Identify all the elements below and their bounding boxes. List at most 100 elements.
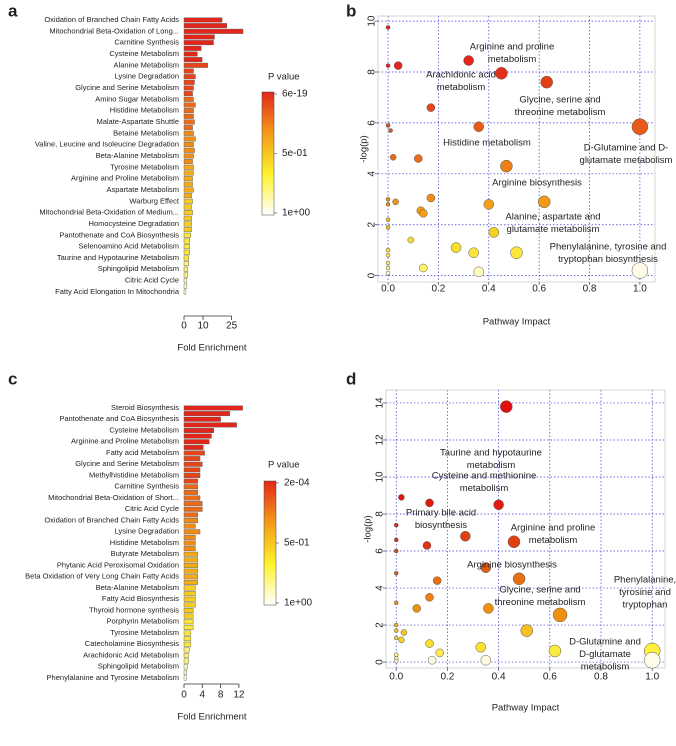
bar (183, 79, 195, 85)
category-label: Tyrosine Metabolism (110, 628, 179, 637)
point (500, 400, 513, 413)
y-tick-label: 8 (367, 69, 378, 75)
bar (183, 613, 194, 619)
bar (183, 557, 198, 563)
category-label: Tyrosine Metabolism (110, 162, 179, 171)
x-axis-title: Fold Enrichment (177, 712, 247, 723)
category-label: Mitochondrial Beta-Oxidation of Medium..… (39, 208, 179, 217)
point (537, 195, 551, 209)
category-label: Cysteine Metabolism (109, 49, 179, 58)
point (512, 572, 526, 586)
bar (183, 40, 214, 46)
point (460, 530, 471, 542)
point (520, 624, 534, 637)
colorbar-label: 6e-19 (282, 89, 308, 100)
x-axis-title: Fold Enrichment (177, 343, 247, 354)
bar (183, 57, 203, 63)
bar (183, 658, 189, 664)
category-label: Histidine Metabolism (110, 538, 179, 547)
bar (183, 422, 237, 428)
panel-letter: c (8, 369, 17, 388)
point (393, 537, 399, 543)
category-label: Carnitine Synthesis (114, 38, 179, 47)
bar (183, 602, 196, 608)
colorbar (263, 480, 277, 606)
point (385, 197, 391, 202)
annotation: metabolism (488, 54, 537, 65)
bar (183, 574, 198, 580)
category-label: Methylhistidine Metabolism (89, 470, 179, 479)
point (393, 652, 399, 657)
x-tick-label: 0.4 (492, 672, 506, 683)
annotation: metabolism (437, 82, 486, 93)
y-tick-label: 2 (375, 622, 386, 628)
bar (183, 187, 194, 193)
category-label: Taurine and Hypotaurine Metabolism (57, 253, 179, 262)
category-label: Beta Oxidation of Very Long Chain Fatty … (25, 572, 179, 581)
category-label: Betaine Metabolism (113, 128, 179, 137)
bar (183, 51, 198, 57)
x-axis-title: Pathway Impact (492, 703, 560, 714)
point (419, 209, 428, 218)
bar (183, 227, 192, 233)
category-label: Oxidation of Branched Chain Fatty Acids (44, 15, 179, 24)
point (385, 25, 391, 30)
bar (183, 467, 201, 473)
x-tick-label: 1.0 (645, 672, 659, 683)
point (500, 159, 513, 173)
x-tick-label: 0.6 (532, 284, 546, 295)
category-label: Citric Acid Cycle (125, 276, 179, 285)
point (495, 67, 508, 80)
bar (183, 478, 198, 484)
category-label: Arginine and Proline Metabolism (71, 437, 179, 446)
bar (183, 653, 189, 658)
category-label: Pantothenate and CoA Biosynthesis (59, 414, 179, 423)
point (385, 270, 391, 276)
annotation: tryptophan biosynthesis (558, 254, 658, 265)
bar (183, 244, 190, 250)
category-label: Butyrate Metabolism (111, 549, 179, 558)
point (385, 260, 391, 266)
bar (183, 630, 192, 636)
colorbar-label: 5e-01 (282, 148, 308, 159)
point (385, 63, 391, 68)
colorbar-label: 1e+00 (284, 598, 313, 609)
category-label: Glycine and Serine Metabolism (75, 459, 179, 468)
bar (183, 289, 187, 295)
point (432, 576, 442, 585)
bar (183, 278, 188, 284)
annotation: Cysteine and methionine (432, 471, 537, 482)
bar (183, 153, 194, 159)
bar (183, 591, 196, 597)
bar (183, 647, 190, 653)
x-tick-label: 12 (233, 690, 245, 701)
plot-frame (385, 389, 666, 669)
category-label: Lysine Degradation (115, 72, 179, 81)
annotation: biosynthesis (415, 520, 468, 531)
point (388, 128, 393, 133)
annotation: Arachidonic acid (426, 70, 496, 81)
category-label: Sphingolipid Metabolism (98, 662, 179, 671)
panel-letter: a (8, 1, 18, 20)
category-label: Malate-Aspartate Shuttle (96, 117, 179, 126)
bar (183, 74, 196, 80)
bar (183, 125, 193, 131)
point (425, 498, 434, 508)
y-tick-label: 0 (367, 272, 378, 278)
point (450, 242, 462, 253)
point (398, 494, 405, 501)
bar (183, 518, 198, 523)
point (385, 265, 391, 271)
colorbar-label: 1e+00 (282, 208, 311, 219)
point (426, 103, 436, 112)
point (389, 154, 397, 161)
bar (183, 473, 201, 478)
category-label: Pantothenate and CoA Biosynthesis (59, 230, 179, 239)
category-label: Mitochondrial Beta-Oxidation of Long... (49, 26, 179, 35)
colorbar-label: 5e-01 (284, 538, 310, 549)
point (412, 604, 421, 613)
annotation: Glycine, serine and (519, 95, 600, 106)
annotation: glutamate metabolism (580, 155, 673, 166)
point (552, 607, 568, 623)
bar (183, 546, 196, 552)
